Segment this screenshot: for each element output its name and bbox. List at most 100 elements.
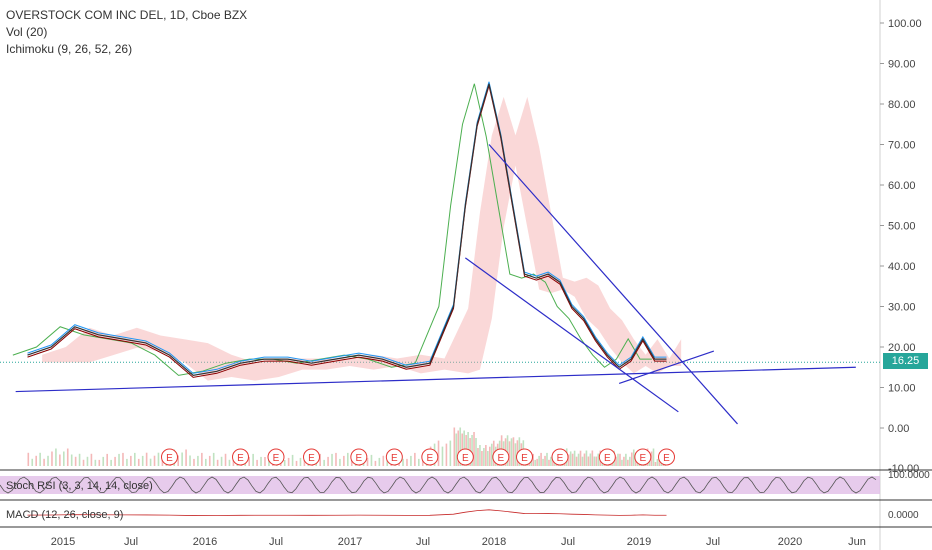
volume-bar <box>181 452 183 466</box>
volume-bar <box>445 443 448 466</box>
volume-bar <box>540 452 542 466</box>
volume-bar <box>283 460 286 466</box>
earnings-icon-label: E <box>237 453 244 464</box>
volume-bar <box>370 454 373 466</box>
volume-bar <box>55 448 57 466</box>
volume-bar <box>437 440 440 466</box>
x-tick-label: Jun <box>848 536 866 548</box>
volume-bar <box>573 450 576 466</box>
volume-bar <box>264 457 266 466</box>
volume-bar <box>137 458 140 466</box>
earnings-icon <box>232 448 249 466</box>
ichimoku-legend: Ichimoku (9, 26, 52, 26) <box>6 42 133 56</box>
volume-bar <box>485 445 487 466</box>
volume-bar <box>632 449 635 466</box>
macd-legend: MACD (12, 26, close, 9) <box>6 509 124 521</box>
lagging-span-line <box>12 83 652 376</box>
volume-bar <box>126 458 128 466</box>
volume-bar <box>122 452 124 466</box>
volume-bar <box>130 455 132 466</box>
volume-bar <box>35 455 37 466</box>
y-tick-label: 80.00 <box>888 99 916 111</box>
volume-bar <box>550 456 552 466</box>
volume-bar <box>366 457 369 466</box>
volume-bar <box>534 459 536 466</box>
volume-bar <box>59 454 61 466</box>
volume-bar <box>39 452 41 466</box>
volume-bar <box>571 453 574 466</box>
volume-bar <box>587 456 590 466</box>
volume-bar <box>78 453 81 466</box>
stoch-rsi-line <box>0 476 877 494</box>
volume-bar <box>473 432 475 466</box>
volume-bar <box>483 448 485 466</box>
volume-bar <box>575 456 578 466</box>
volume-bar <box>51 451 53 466</box>
earnings-icon-label: E <box>497 453 504 464</box>
earnings-icon-label: E <box>521 453 528 464</box>
volume-bar <box>118 453 120 466</box>
volume-bar <box>475 438 477 466</box>
volume-bar <box>406 458 408 466</box>
x-tick-label: 2016 <box>193 536 217 548</box>
volume-bar <box>339 458 341 466</box>
volume-bar <box>252 453 254 466</box>
volume-bar <box>201 452 203 466</box>
volume-bar <box>319 453 321 466</box>
volume-bar <box>350 458 353 466</box>
y-tick-label: -10.00 <box>888 463 919 475</box>
volume-bar <box>441 446 444 466</box>
earnings-icon <box>658 448 675 466</box>
volume-bar <box>378 457 381 466</box>
earnings-icon-label: E <box>426 453 433 464</box>
volume-bar <box>453 427 456 466</box>
volume-bar <box>157 452 160 466</box>
earnings-icon <box>267 448 285 466</box>
volume-bar <box>110 459 112 466</box>
volume-bar <box>625 453 627 466</box>
price-line <box>27 83 667 376</box>
earnings-icon-label: E <box>391 453 398 464</box>
volume-bar <box>228 459 231 466</box>
earnings-icon-label: E <box>166 453 173 464</box>
trendline <box>464 257 679 413</box>
volume-bar <box>548 459 550 466</box>
y-tick-label: 60.00 <box>888 180 916 192</box>
earnings-icon-label: E <box>462 453 469 464</box>
chart-title: OVERSTOCK COM INC DEL, 1D, Cboe BZX <box>6 8 248 22</box>
y-tick-label: 40.00 <box>888 261 916 273</box>
volume-bar <box>508 441 511 466</box>
earnings-icon <box>303 448 320 466</box>
volume-bar <box>161 458 164 466</box>
volume-bar <box>536 458 538 466</box>
volume-bar <box>224 453 227 466</box>
volume-bar <box>652 448 655 466</box>
y-tick-label: 70.00 <box>888 140 916 152</box>
volume-bar <box>569 451 572 466</box>
volume-bar <box>86 456 89 466</box>
volume-bar <box>141 455 144 466</box>
volume-bar <box>617 453 619 466</box>
earnings-icon-label: E <box>639 453 646 464</box>
volume-bar <box>479 445 481 466</box>
volume-bar <box>623 456 625 466</box>
x-tick-label: 2017 <box>338 536 362 548</box>
x-tick-label: Jul <box>706 536 720 548</box>
volume-bar <box>205 458 207 466</box>
x-tick-label: Jul <box>561 536 575 548</box>
volume-bar <box>287 457 290 466</box>
earnings-icon-label: E <box>663 453 670 464</box>
y-tick-label: 0.00 <box>888 423 909 435</box>
volume-bar <box>512 437 515 466</box>
earnings-icon-label: E <box>308 453 315 464</box>
ichimoku-cloud <box>42 96 682 381</box>
volume-bar <box>31 458 34 466</box>
volume-bar <box>114 456 116 466</box>
volume-bar <box>481 451 483 466</box>
volume-bar <box>299 457 302 466</box>
y-tick-label: 20.00 <box>888 342 916 354</box>
volume-bar <box>489 446 491 466</box>
trendline <box>618 350 715 385</box>
y-tick-label: 90.00 <box>888 59 916 71</box>
